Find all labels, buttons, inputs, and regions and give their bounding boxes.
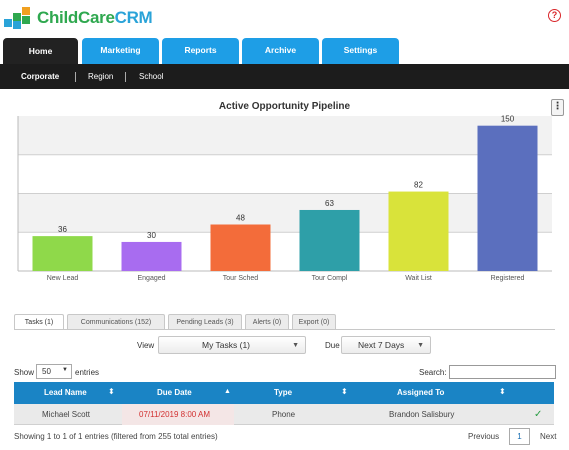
sort-asc-icon[interactable]: ▲ (224, 388, 231, 395)
column-assigned-to[interactable]: Assigned To (397, 388, 445, 397)
bar (32, 236, 93, 271)
chart-title: Active Opportunity Pipeline (218, 101, 351, 112)
grid-band (18, 193, 552, 233)
logo-text: ChildCareCRM (37, 8, 153, 27)
chart-menu-button[interactable]: ⋮ (551, 99, 564, 116)
view-select[interactable]: My Tasks (1) ▼ (158, 336, 306, 354)
help-icon[interactable]: ? (548, 9, 561, 22)
main-tabs: Home Marketing Reports Archive Settings (0, 38, 569, 64)
tab-marketing[interactable]: Marketing (82, 38, 159, 64)
subnav-region[interactable]: Region (88, 72, 114, 81)
data-label: 150 (501, 115, 515, 124)
logo-blocks-icon (4, 7, 34, 29)
tab-settings[interactable]: Settings (322, 38, 399, 64)
column-lead-name[interactable]: Lead Name (44, 388, 87, 397)
tab-export[interactable]: Export (0) (292, 314, 336, 330)
search-input[interactable] (449, 365, 556, 379)
chevron-down-icon: ▼ (292, 342, 299, 349)
subnav-divider (75, 72, 76, 82)
due-label: Due (325, 341, 340, 350)
sort-icon[interactable]: ⬍ (499, 387, 506, 396)
pagination-previous[interactable]: Previous (468, 432, 500, 441)
entries-label: entries (75, 368, 100, 377)
x-tick-label: Tour Compl (312, 275, 348, 282)
x-tick-label: Wait List (405, 275, 432, 282)
search-label: Search: (419, 368, 447, 377)
bar (121, 241, 182, 271)
data-label: 36 (58, 225, 67, 234)
sort-icon[interactable]: ⬍ (341, 387, 348, 396)
pagination-next[interactable]: Next (540, 432, 557, 441)
tab-tasks[interactable]: Tasks (1) (14, 314, 64, 330)
top-header: ChildCareCRM ? (0, 0, 569, 38)
x-tick-label: New Lead (47, 275, 79, 282)
x-tick-label: Engaged (137, 275, 165, 282)
table-row[interactable]: Michael Scott 07/11/2019 8:00 AM Phone B… (14, 404, 554, 425)
sort-icon[interactable]: ⬍ (108, 387, 115, 396)
column-type[interactable]: Type (274, 388, 293, 397)
column-due-date[interactable]: Due Date (157, 388, 192, 397)
table-info: Showing 1 to 1 of 1 entries (filtered fr… (14, 432, 218, 441)
x-tick-label: Tour Sched (223, 275, 259, 282)
pipeline-bar-chart: 36 New Lead 30 Engaged 48 Tour Sched 63 Tour Co… (17, 115, 552, 282)
entries-length-select[interactable]: 50 ▼ (36, 364, 72, 379)
table-header: Lead Name ⬍ Due Date ▲ Type ⬍ Assigned T… (14, 382, 554, 404)
sub-navigation: Corporate Region School (0, 64, 569, 89)
tab-home[interactable]: Home (3, 38, 78, 64)
type-cell: Phone (272, 410, 296, 419)
chevron-down-icon: ▼ (417, 342, 424, 349)
due-select-value: Next 7 Days (358, 340, 405, 350)
tab-alerts[interactable]: Alerts (0) (245, 314, 289, 330)
pagination-page-1[interactable]: 1 (509, 428, 530, 445)
subnav-school[interactable]: School (139, 72, 164, 81)
data-label: 30 (147, 231, 156, 240)
show-label: Show (14, 368, 35, 377)
subnav-corporate[interactable]: Corporate (21, 72, 60, 81)
grid-band (18, 116, 552, 155)
bar (299, 209, 360, 271)
bar (210, 224, 271, 271)
entries-length-value: 50 (42, 367, 51, 376)
bar (477, 125, 538, 271)
x-tick-label: Registered (491, 275, 525, 282)
panel-tabs-baseline (14, 329, 555, 330)
data-label: 48 (236, 214, 245, 223)
subnav-divider (125, 72, 126, 82)
tab-communications[interactable]: Communications (152) (67, 314, 165, 330)
chevron-down-icon: ▼ (62, 367, 68, 373)
tab-archive[interactable]: Archive (242, 38, 319, 64)
view-label: View (137, 341, 155, 350)
tab-pending-leads[interactable]: Pending Leads (3) (168, 314, 242, 330)
data-label: 63 (325, 199, 334, 208)
due-date-cell: 07/11/2019 8:00 AM (122, 404, 234, 425)
bar (388, 191, 449, 271)
data-label: 82 (414, 181, 423, 190)
due-select[interactable]: Next 7 Days ▼ (341, 336, 431, 354)
childcarecrm-logo[interactable]: ChildCareCRM (4, 7, 153, 29)
lead-name-cell[interactable]: Michael Scott (42, 410, 91, 419)
view-select-value: My Tasks (1) (202, 340, 251, 350)
checkmark-icon[interactable]: ✓ (534, 409, 543, 420)
assigned-to-cell: Brandon Salisbury (389, 410, 455, 419)
tab-reports[interactable]: Reports (162, 38, 239, 64)
